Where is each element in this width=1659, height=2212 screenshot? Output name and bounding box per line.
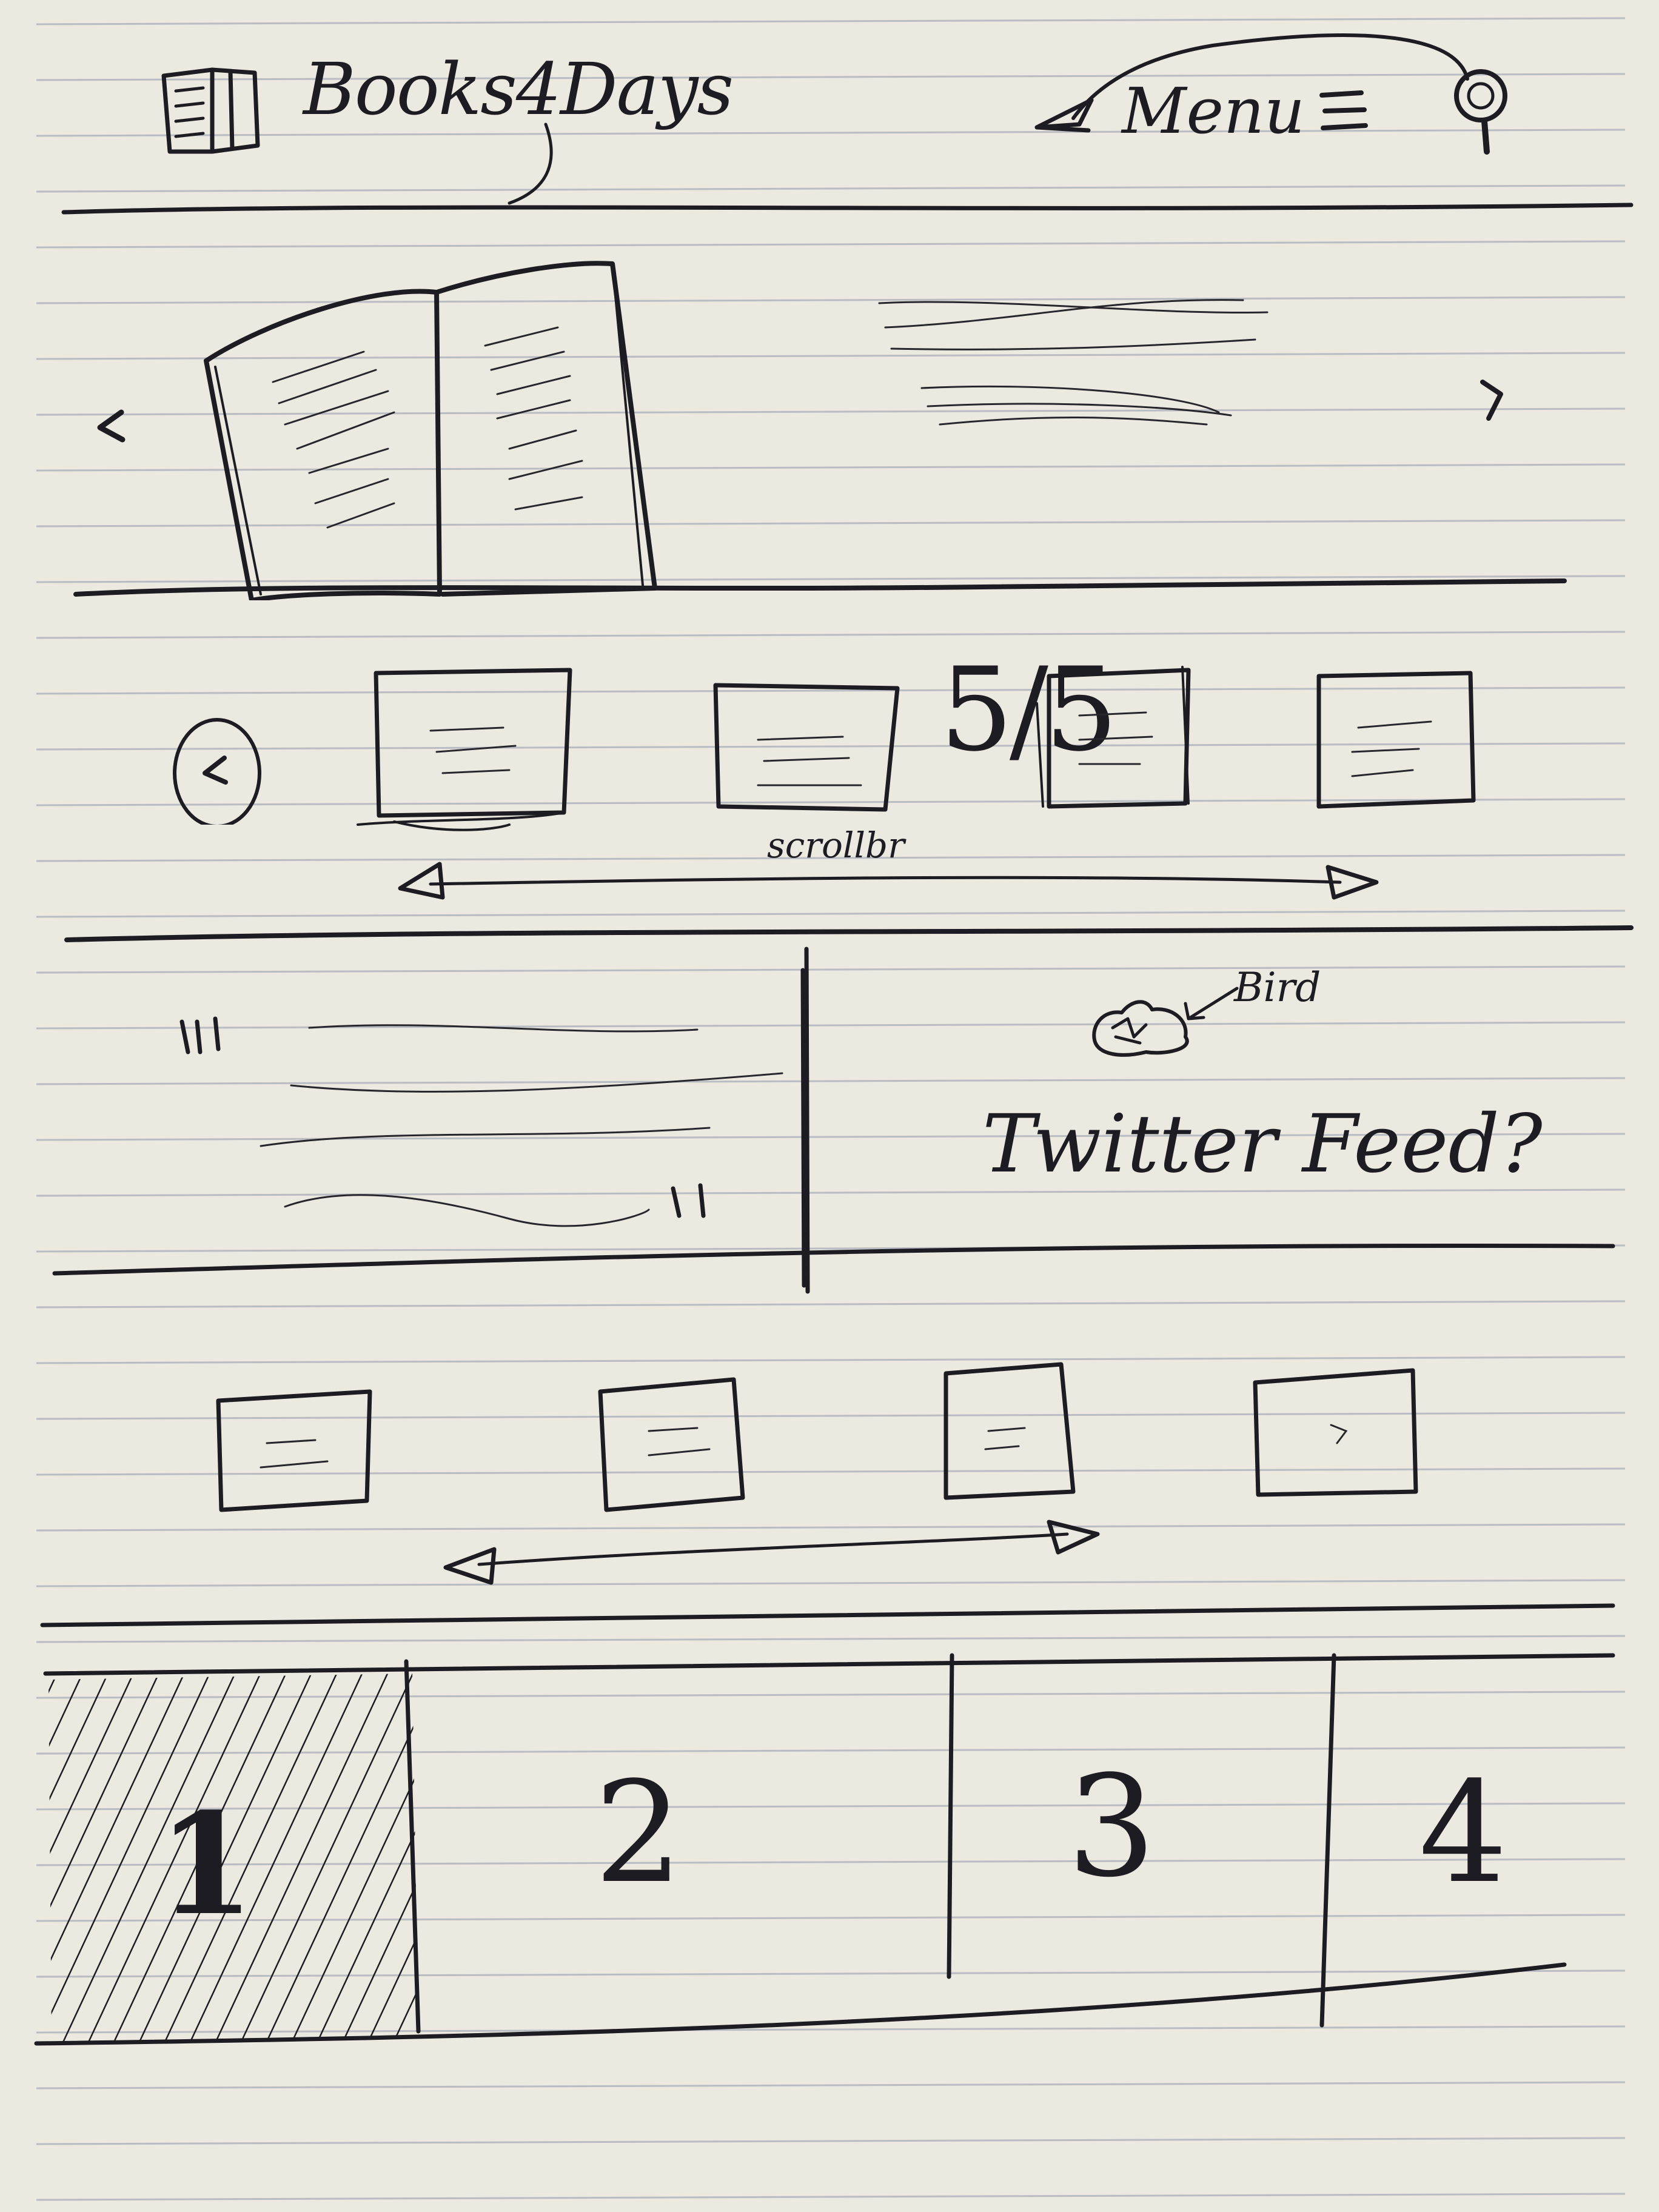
carousel-prev-icon[interactable] bbox=[170, 716, 267, 825]
hero-description bbox=[878, 299, 1269, 426]
content-split-section: Bird Twitter Feed? bbox=[0, 946, 1659, 1322]
book-carousel: scrollbr bbox=[0, 643, 1659, 958]
book-carousel-secondary bbox=[0, 1334, 1659, 1649]
carousel-card[interactable] bbox=[333, 655, 588, 849]
tab-label: 1 bbox=[158, 1783, 255, 1946]
carousel-scrollbar-secondary[interactable] bbox=[437, 1516, 1110, 1595]
tab-4[interactable]: 4 bbox=[1334, 1661, 1625, 2037]
hamburger-icon[interactable] bbox=[1316, 88, 1376, 136]
book-logo-icon[interactable] bbox=[155, 61, 264, 164]
carousel-scrollbar[interactable] bbox=[394, 849, 1395, 916]
carousel-card[interactable] bbox=[1025, 655, 1207, 843]
social-divider bbox=[52, 1243, 1615, 1276]
carousel-card[interactable] bbox=[194, 1364, 388, 1534]
header-divider bbox=[61, 203, 1634, 215]
carousel-card[interactable] bbox=[582, 1358, 764, 1528]
brand-title[interactable]: Books4Days bbox=[303, 47, 734, 131]
hero-section: 5/5 bbox=[0, 218, 1659, 777]
brand-annotation-line bbox=[508, 122, 553, 205]
carousel-card[interactable] bbox=[1231, 1346, 1431, 1528]
tab-dividers bbox=[34, 1653, 1615, 2046]
bottom-tab-bar: 1 2 3 4 bbox=[0, 1649, 1659, 2074]
carousel-divider bbox=[64, 925, 1634, 942]
chevron-right-icon[interactable] bbox=[1467, 370, 1516, 431]
bird-annotation-arrow bbox=[1184, 987, 1239, 1021]
bird-label: Bird bbox=[1234, 964, 1321, 1011]
carousel-card[interactable] bbox=[685, 661, 928, 843]
tab-1[interactable]: 1 bbox=[36, 1661, 412, 2037]
menu-label[interactable]: Menu bbox=[1122, 74, 1305, 148]
tab-label: 3 bbox=[1067, 1746, 1156, 1908]
carousel-secondary-divider bbox=[40, 1603, 1615, 1627]
header: Books4Days Menu bbox=[0, 0, 1659, 218]
search-icon[interactable] bbox=[1449, 61, 1516, 158]
arrow-left-icon bbox=[1034, 33, 1469, 133]
scrollbar-label: scrollbr bbox=[767, 825, 905, 866]
hero-book-image bbox=[204, 261, 657, 600]
tab-label: 4 bbox=[1419, 1752, 1508, 1914]
twitter-feed-label[interactable]: Twitter Feed? bbox=[982, 1098, 1543, 1191]
hero-divider bbox=[73, 578, 1567, 597]
carousel-card[interactable] bbox=[1304, 661, 1492, 843]
tab-label: 2 bbox=[594, 1752, 683, 1914]
quote-block bbox=[179, 1016, 783, 1227]
hero-rating: 5/5 bbox=[940, 643, 1118, 777]
bird-icon bbox=[1092, 1000, 1189, 1057]
tab-active-hatching bbox=[49, 1674, 418, 2043]
column-divider bbox=[800, 947, 810, 1294]
carousel-card[interactable] bbox=[928, 1346, 1098, 1528]
chevron-left-icon[interactable] bbox=[91, 403, 133, 452]
tab-3[interactable]: 3 bbox=[958, 1661, 1328, 2037]
tab-2[interactable]: 2 bbox=[418, 1661, 952, 2037]
